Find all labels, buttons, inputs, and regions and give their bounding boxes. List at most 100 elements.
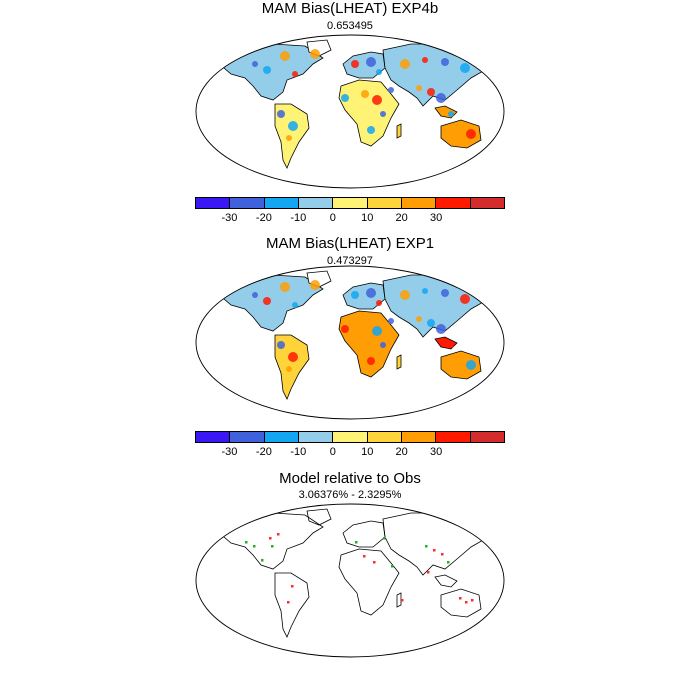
bias-speckle: [400, 290, 410, 300]
bias-speckle: [277, 110, 285, 118]
bias-speckle: [436, 324, 446, 334]
continent-madagascar: [396, 354, 402, 370]
bias-speckle: [388, 318, 394, 324]
continent-southeast-asia: [434, 574, 458, 588]
colorbar-swatch: [230, 432, 265, 442]
bias-speckle: [380, 342, 386, 348]
continent-south-america: [274, 572, 310, 638]
colorbar-tick-label: -30: [221, 446, 238, 458]
bias-speckle: [263, 66, 271, 74]
map-border: [195, 265, 505, 420]
bias-speckle: [453, 357, 461, 365]
bias-speckle: [341, 325, 349, 333]
bias-speckle: [448, 111, 454, 117]
bias-speckle: [367, 126, 375, 134]
bias-speckle: [422, 288, 428, 294]
world-map-relative: [195, 503, 505, 658]
continent-australia: [440, 119, 482, 149]
bias-speckle: [280, 51, 290, 61]
colorbar-tick-label: -10: [290, 446, 307, 458]
continent-southeast-asia: [434, 105, 458, 119]
bias-speckle: [286, 135, 292, 141]
relative-marker-positive: [433, 549, 436, 552]
bias-speckle: [427, 88, 435, 96]
bias-speckle: [351, 60, 359, 68]
continent-australia: [440, 350, 482, 380]
bias-speckle: [292, 71, 298, 77]
bias-speckle: [361, 321, 369, 329]
relative-marker-negative: [271, 545, 274, 548]
bias-speckle: [367, 357, 375, 365]
bias-speckle: [263, 297, 271, 305]
bias-speckle: [441, 289, 449, 297]
bias-speckle: [422, 57, 428, 63]
map-border: [195, 34, 505, 189]
colorbar-swatch: [401, 198, 437, 208]
relative-marker-positive: [401, 599, 404, 602]
colorbar-swatch: [196, 198, 231, 208]
bias-speckle: [310, 49, 320, 59]
bias-speckle: [372, 95, 382, 105]
panel-title: MAM Bias(LHEAT) EXP1: [265, 235, 435, 252]
continent-africa: [338, 310, 400, 378]
colorbar-tick-label: 30: [429, 446, 443, 458]
relative-marker-negative: [253, 545, 256, 548]
continent-southeast-asia: [434, 336, 458, 350]
bias-speckle: [466, 360, 476, 370]
colorbar-swatch: [436, 432, 471, 442]
continent-greenland: [306, 508, 332, 526]
colorbar-tick-label: 30: [429, 212, 443, 224]
relative-marker-positive: [441, 553, 444, 556]
colorbar-tick-label: 10: [361, 212, 374, 224]
colorbar-swatch: [230, 198, 265, 208]
colorbar-tick-label: -20: [255, 212, 272, 224]
bias-speckle: [292, 302, 298, 308]
colorbar-tick-label: 10: [361, 446, 374, 458]
continent-asia: [382, 512, 492, 576]
bias-speckle: [448, 342, 454, 348]
colorbar-ticks: -30 -20 -10 0 10 20 30: [195, 212, 505, 226]
continent-south-america: [274, 334, 310, 400]
bias-speckle: [366, 57, 376, 67]
bias-speckle: [388, 87, 394, 93]
relative-marker-negative: [425, 545, 428, 548]
panel-title: Model relative to Obs: [279, 470, 421, 487]
relative-marker-positive: [269, 537, 272, 540]
bias-speckle: [427, 319, 435, 327]
colorbar-swatch: [367, 198, 402, 208]
bias-speckle: [376, 300, 382, 306]
colorbar-ticks: -30 -20 -10 0 10 20 30: [195, 446, 505, 460]
bias-speckle: [436, 93, 446, 103]
colorbar-swatch: [367, 432, 402, 442]
bias-speckle: [361, 90, 369, 98]
continent-north-america: [216, 512, 324, 570]
bias-speckle: [280, 282, 290, 292]
colorbar-tick-label: 20: [395, 212, 408, 224]
relative-marker-positive: [459, 597, 462, 600]
colorbar-tick-label: -30: [221, 212, 238, 224]
relative-marker-positive: [465, 601, 468, 604]
bias-speckle: [310, 280, 320, 290]
relative-marker-positive: [277, 533, 280, 536]
colorbar-swatch: [470, 198, 504, 208]
map-border: [195, 503, 505, 658]
continent-africa: [338, 548, 400, 616]
bias-speckle: [351, 291, 359, 299]
bias-speckle: [400, 59, 410, 69]
relative-marker-positive: [373, 561, 376, 564]
colorbar-swatch: [264, 432, 299, 442]
bias-speckle: [416, 316, 422, 322]
panel-subtitle: 0.473297: [327, 255, 373, 267]
bias-speckle: [460, 294, 470, 304]
relative-marker-negative: [447, 561, 450, 564]
panel-subtitle: 0.653495: [327, 20, 373, 32]
colorbar-swatch: [470, 432, 504, 442]
relative-marker-positive: [471, 599, 474, 602]
bias-speckle: [288, 121, 298, 131]
bias-speckle: [453, 126, 461, 134]
relative-marker-negative: [391, 565, 394, 568]
continent-south-america: [274, 103, 310, 169]
world-map-exp1: [195, 265, 505, 420]
relative-marker-positive: [291, 585, 294, 588]
world-map-exp4b: [195, 34, 505, 189]
